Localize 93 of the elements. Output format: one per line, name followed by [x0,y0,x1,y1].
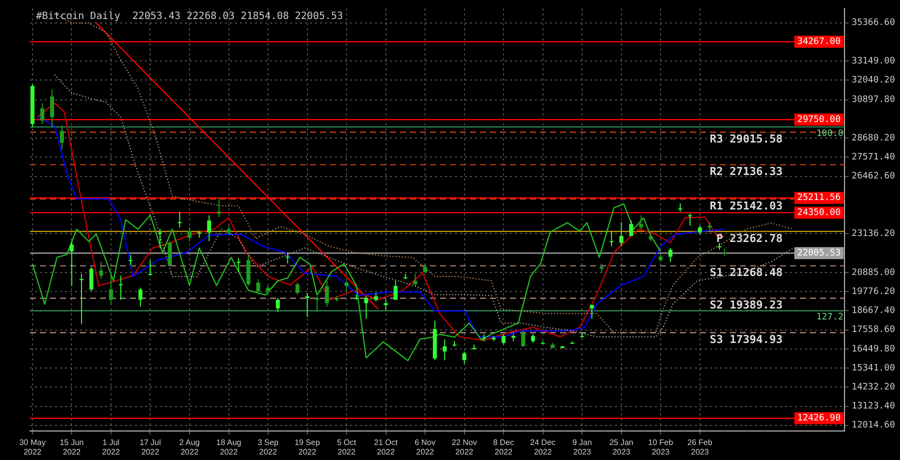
y-tick-label: 14232.20 [852,382,896,392]
candlestick [108,272,113,306]
y-tick-label: 17558.60 [852,325,896,336]
x-tick-label: 26 Feb 2023 [687,438,713,456]
candlestick [394,280,398,300]
ref-line-label: R3 29015.58 [710,132,783,146]
x-tick-label: 25 Jan 2023 [609,438,634,456]
candlestick [187,226,192,242]
ref-line-label: 22005.53 [797,248,841,258]
y-tick-label: 20885.00 [852,268,896,278]
candlestick [236,258,241,273]
annotation: 100.0 [816,128,844,139]
y-tick-label: 30897.80 [852,95,896,106]
candlestick [256,278,260,296]
candlestick [70,240,74,286]
candlestick [168,240,172,266]
ref-line-label: R2 27136.33 [710,165,783,178]
candlestick [668,248,672,262]
x-tick-label: 1 Jul 2022 [102,438,120,456]
x-tick-label: 22 Nov 2022 [452,438,477,456]
x-tick-label: 30 May 2022 [19,438,46,456]
candlestick [118,275,123,300]
ref-line-label: R1 25142.03 [710,199,783,212]
candlestick [570,340,574,344]
x-tick-label: 6 Nov 2022 [414,438,436,456]
ref-line-label: S1 21268.48 [710,266,783,280]
candlestick [540,340,545,344]
x-tick-label: 19 Sep 2022 [294,438,321,456]
y-tick-label: 27571.40 [852,152,896,163]
y-tick-label: 12014.60 [852,420,896,431]
candlestick [442,338,447,361]
candlestick [80,273,84,324]
candlestick [295,282,300,296]
annotation: 127.2 [816,312,844,323]
candlestick [629,220,634,236]
x-tick-label: 15 Jun 2022 [60,438,84,456]
candlestick [521,330,526,347]
candlestick [324,280,329,308]
x-tick-label: 9 Jan 2023 [572,438,592,456]
candlestick [128,254,133,266]
candlestick [138,287,142,308]
x-tick-label: 18 Aug 2022 [216,438,242,456]
x-tick-label: 17 Jul 2022 [140,438,162,456]
candlestick [678,202,682,212]
ref-line-label: 24350.00 [797,208,841,218]
candlestick [158,228,162,249]
candlestick [178,211,182,228]
candlestick [207,214,212,242]
y-tick-label: 28680.20 [852,133,896,144]
candlestick [638,214,643,230]
candlestick [619,222,624,247]
y-tick-label: 35366.60 [852,18,896,28]
candlestick [344,280,349,292]
ref-line-label: 25211.56 [797,193,841,204]
candlestick [60,125,64,150]
y-tick-label: 16449.80 [852,344,896,354]
candlestick [99,261,104,280]
x-tick-label: 24 Dec 2022 [530,438,556,456]
candlestick [502,334,506,346]
candlestick [40,102,44,124]
y-tick-label: 26462.60 [852,172,896,182]
x-tick-label: 21 Oct 2022 [374,438,398,456]
ref-line-label: S2 19389.23 [710,298,783,312]
candlestick [413,273,418,286]
ref-line-label: 34267.00 [797,37,841,48]
candlestick [50,88,54,128]
y-tick-label: 19776.20 [852,286,896,297]
candlestick [590,304,594,320]
x-tick-label: 10 Feb 2023 [648,438,674,456]
ref-line-label: S3 17394.93 [710,332,783,346]
candlestick [708,222,712,234]
y-tick-label: 15341.00 [852,363,896,374]
candlestick [286,252,290,264]
candlestick [688,213,692,226]
candlestick [89,266,94,292]
y-tick-label: 13123.40 [852,402,896,412]
ref-line-label: 29750.00 [797,114,841,125]
candlestick [384,299,388,311]
ref-line-label: 12426.90 [797,414,841,424]
y-tick-label: 32040.20 [852,75,896,86]
candlestick [364,296,368,320]
x-tick-label: 8 Dec 2022 [493,438,514,456]
x-tick-label: 3 Sep 2022 [258,438,280,456]
x-tick-label: 2 Aug 2022 [179,438,200,456]
x-tick-label: 5 Oct 2022 [336,438,357,456]
candlestick [610,230,614,247]
candlestick [462,350,466,364]
candlestick [276,298,280,312]
y-tick-label: 18667.40 [852,306,896,316]
y-tick-label: 23136.20 [852,228,896,239]
candlestick [315,296,320,312]
candlestick [148,260,152,276]
y-tick-label: 33149.00 [852,56,896,66]
